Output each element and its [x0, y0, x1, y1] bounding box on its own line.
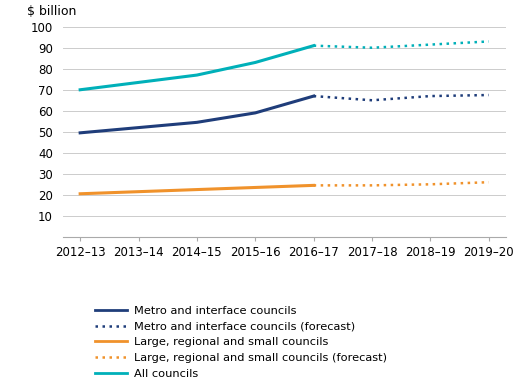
Legend: Metro and interface councils, Metro and interface councils (forecast), Large, re: Metro and interface councils, Metro and … — [90, 301, 391, 382]
Text: $ billion: $ billion — [27, 5, 77, 18]
